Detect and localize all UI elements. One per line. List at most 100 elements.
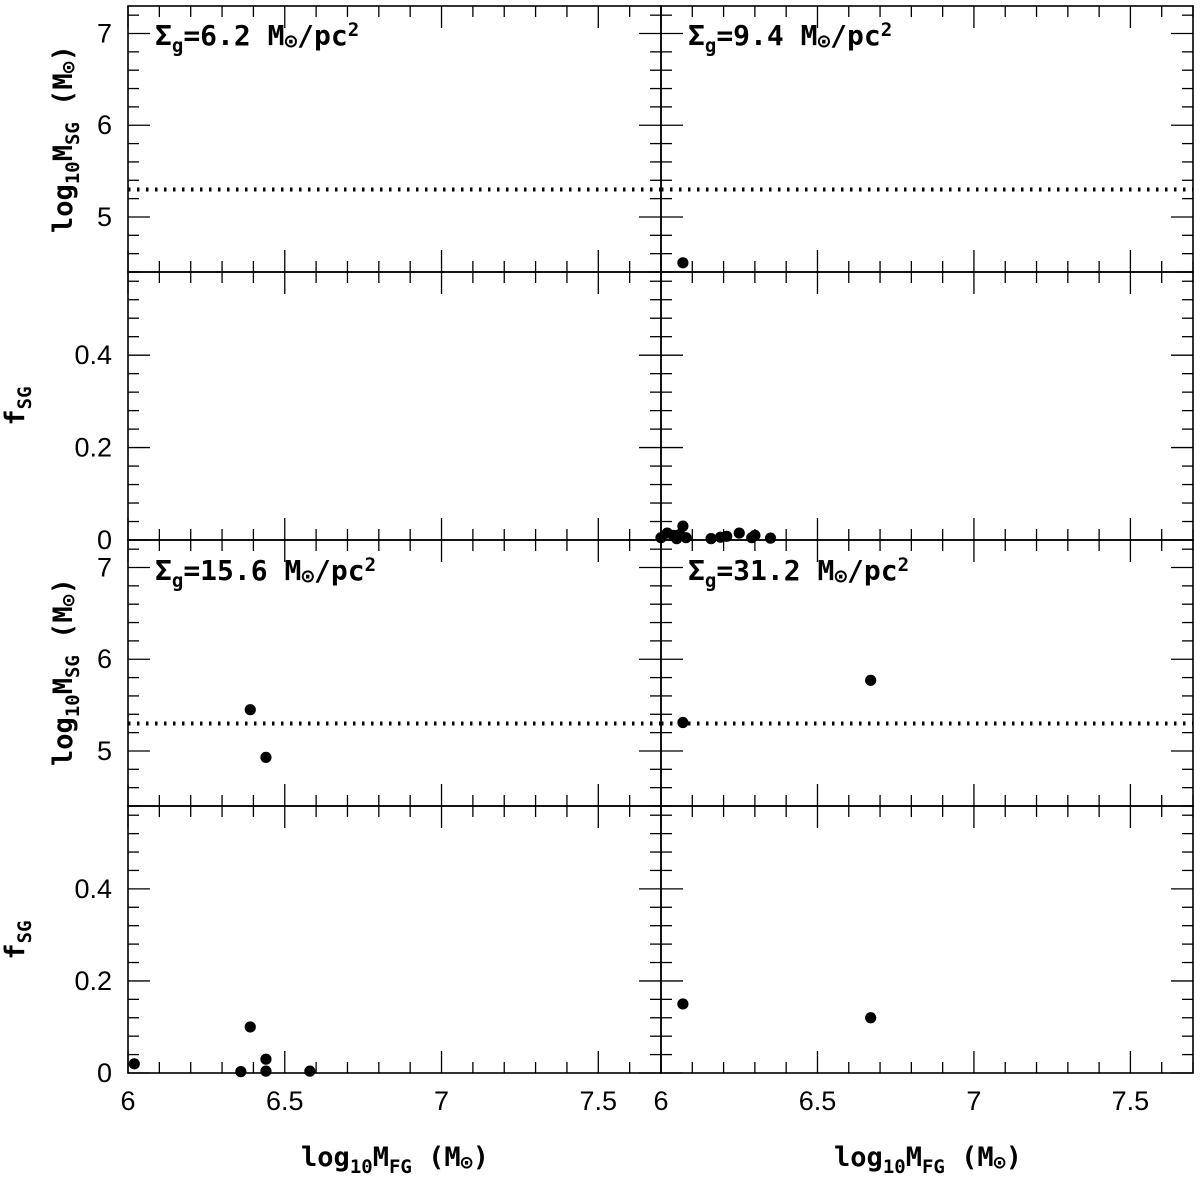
panel-frame-r3-c1 — [660, 805, 1194, 1074]
panel-annotation-0: Σg=6.2 M⊙/pc2 — [155, 19, 359, 57]
y-label-log: log — [48, 184, 79, 233]
y-label-sub-sg: SG — [62, 655, 84, 678]
x-label-unit-close: ) — [1006, 1142, 1022, 1173]
ticks-r3-c0 — [127, 806, 662, 1074]
data-point — [865, 674, 877, 686]
panel-annotation-2: Σg=15.6 M⊙/pc2 — [155, 554, 376, 592]
annot-sub-g: g — [172, 570, 183, 592]
ticks-r2-c1 — [660, 540, 1194, 807]
y-label-f: f — [0, 943, 31, 959]
data-point — [235, 1066, 247, 1078]
x-tick-label: 7.5 — [580, 1086, 618, 1116]
y-tick-label: 5 — [97, 736, 112, 766]
y-tick-label: 6 — [97, 110, 112, 140]
x-label-sub-fg: FG — [389, 1156, 412, 1178]
y-label-m: M — [48, 145, 79, 161]
data-point — [733, 527, 745, 539]
x-label-sub-fg: FG — [922, 1156, 945, 1178]
x-label-m: M — [373, 1142, 389, 1173]
annot-sigma: Σ — [688, 19, 705, 52]
y-tick-label: 0 — [97, 1058, 112, 1088]
x-label-unit: (M — [412, 1142, 461, 1173]
y-tick-label: 7 — [97, 19, 112, 49]
y-label-log: log — [48, 717, 79, 766]
data-point — [244, 704, 256, 716]
data-point — [260, 1053, 272, 1065]
y-tick-label: 5 — [97, 202, 112, 232]
y-tick-label: 0.2 — [74, 966, 112, 996]
annot-sub-g: g — [172, 35, 183, 57]
y-axis-label-mass: log10MSG (M⊙) — [48, 578, 84, 766]
ticks-r1-c0 — [127, 272, 662, 541]
data-point — [304, 1065, 316, 1077]
panel-annotation-1: Σg=9.4 M⊙/pc2 — [688, 19, 892, 57]
ticks-r0-c1 — [660, 6, 1194, 273]
annot-sigma: Σ — [155, 554, 172, 587]
data-point — [721, 530, 733, 542]
y-label-unit: (M — [48, 73, 79, 122]
data-point — [749, 529, 761, 541]
data-point — [865, 1012, 877, 1024]
panel-annotation-3: Σg=31.2 M⊙/pc2 — [688, 554, 909, 592]
panel-frame-r1-c0 — [127, 271, 662, 541]
data-point — [128, 1058, 140, 1070]
y-tick-label: 7 — [97, 553, 112, 583]
x-label-unit: (M — [945, 1142, 994, 1173]
x-label-sub10: 10 — [350, 1156, 373, 1178]
annot-sigma: Σ — [688, 554, 705, 587]
x-label-log: log — [301, 1142, 350, 1173]
y-label-f: f — [0, 409, 31, 425]
ticks-r1-c1 — [660, 272, 1194, 541]
y-label-sub10: 10 — [62, 161, 84, 184]
annot-value: =31.2 M — [716, 554, 834, 587]
x-label-sun-symbol: ⊙ — [994, 1150, 1006, 1174]
ticks-r0-c0 — [127, 6, 662, 273]
panel-frame-r1-c1 — [660, 271, 1194, 541]
x-label-unit-close: ) — [473, 1142, 489, 1173]
data-point — [677, 716, 689, 729]
y-axis-label-mass: log10MSG (M⊙) — [48, 45, 84, 233]
annot-unit: /pc — [847, 554, 898, 587]
x-tick-label: 6 — [653, 1086, 668, 1116]
y-tick-label: 0.2 — [74, 433, 112, 463]
annot-sun-symbol: ⊙ — [301, 564, 314, 588]
x-tick-label: 6.5 — [799, 1086, 837, 1116]
annot-value: =15.6 M — [183, 554, 301, 587]
annot-unit: /pc — [314, 554, 365, 587]
x-label-sun-symbol: ⊙ — [461, 1150, 473, 1174]
y-label-sub-sg: SG — [14, 386, 36, 409]
y-axis-label-fraction: fSG — [0, 920, 36, 959]
annot-sup: 2 — [365, 554, 376, 576]
annot-sup: 2 — [881, 19, 892, 41]
x-axis-label: log10MFG (M⊙) — [834, 1142, 1022, 1178]
y-tick-label: 6 — [97, 644, 112, 674]
data-point — [677, 257, 689, 269]
y-label-sub-sg: SG — [14, 920, 36, 943]
data-point — [677, 998, 689, 1010]
data-point — [244, 1021, 256, 1033]
annot-sub-g: g — [705, 570, 716, 592]
x-tick-label: 6 — [120, 1086, 135, 1116]
y-label-m: M — [48, 678, 79, 694]
x-tick-label: 7 — [434, 1086, 449, 1116]
data-point — [764, 532, 777, 544]
y-label-sun-symbol: ⊙ — [56, 594, 80, 606]
annot-sub-g: g — [705, 35, 716, 57]
y-tick-label: 0.4 — [74, 340, 112, 370]
x-label-m: M — [906, 1142, 922, 1173]
annot-unit: /pc — [297, 19, 348, 52]
annot-value: =6.2 M — [183, 19, 284, 52]
panel-frame-r3-c0 — [127, 805, 662, 1074]
data-point — [705, 533, 717, 545]
x-axis-label: log10MFG (M⊙) — [301, 1142, 489, 1178]
x-tick-label: 7.5 — [1112, 1086, 1150, 1116]
annot-sup: 2 — [348, 19, 359, 41]
y-label-sub-sg: SG — [62, 122, 84, 145]
y-tick-label: 0.4 — [74, 874, 112, 904]
annot-sun-symbol: ⊙ — [834, 564, 847, 588]
annot-sun-symbol: ⊙ — [817, 29, 830, 53]
y-label-unit-close: ) — [48, 45, 79, 61]
x-tick-label: 6.5 — [266, 1086, 304, 1116]
x-label-sub10: 10 — [883, 1156, 906, 1178]
